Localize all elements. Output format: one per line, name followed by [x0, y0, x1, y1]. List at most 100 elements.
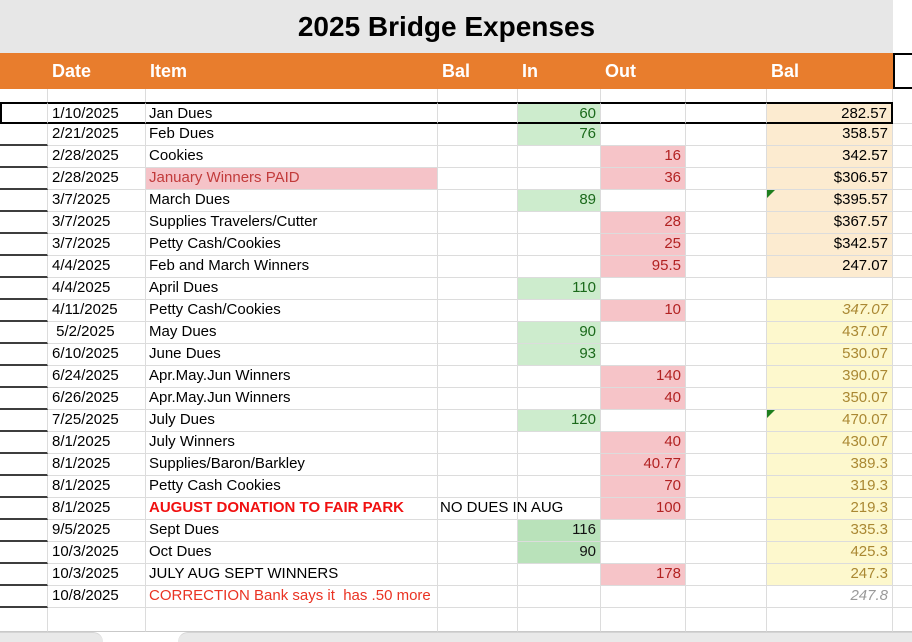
out-cell[interactable]	[601, 542, 686, 564]
spacer-cell[interactable]	[686, 212, 767, 234]
header-date[interactable]: Date	[48, 53, 146, 89]
spacer-cell[interactable]	[686, 322, 767, 344]
row-head-cell[interactable]	[0, 476, 48, 498]
date-cell[interactable]: 4/11/2025	[48, 300, 146, 322]
date-cell[interactable]: 8/1/2025	[48, 432, 146, 454]
date-cell[interactable]: 1/10/2025	[48, 102, 146, 124]
in-cell[interactable]	[518, 388, 601, 410]
item-cell[interactable]: June Dues	[146, 344, 438, 366]
edge-cell[interactable]	[893, 344, 912, 366]
out-cell[interactable]: 36	[601, 168, 686, 190]
item-cell[interactable]: January Winners PAID	[146, 168, 438, 190]
item-cell[interactable]: AUGUST DONATION TO FAIR PARK	[146, 498, 438, 520]
in-cell[interactable]: 90	[518, 322, 601, 344]
in-cell[interactable]	[518, 146, 601, 168]
item-cell[interactable]: Apr.May.Jun Winners	[146, 388, 438, 410]
sheet-tab-right[interactable]	[178, 632, 912, 642]
note-cell[interactable]	[438, 454, 518, 476]
balance-cell[interactable]: 219.3	[767, 498, 893, 520]
in-cell[interactable]	[518, 256, 601, 278]
spacer-cell[interactable]	[686, 564, 767, 586]
date-cell[interactable]: 3/7/2025	[48, 190, 146, 212]
header-spacer[interactable]	[0, 53, 48, 89]
date-cell[interactable]: 9/5/2025	[48, 520, 146, 542]
date-cell[interactable]: 8/1/2025	[48, 476, 146, 498]
row-head-cell[interactable]	[0, 278, 48, 300]
spacer-cell[interactable]	[686, 168, 767, 190]
out-cell[interactable]: 25	[601, 234, 686, 256]
spacer-cell[interactable]	[686, 586, 767, 608]
spacer-cell[interactable]	[686, 234, 767, 256]
in-cell[interactable]	[518, 454, 601, 476]
note-cell[interactable]	[438, 168, 518, 190]
balance-cell[interactable]: $306.57	[767, 168, 893, 190]
out-cell[interactable]: 100	[601, 498, 686, 520]
date-cell[interactable]: 10/3/2025	[48, 564, 146, 586]
row-head-cell[interactable]	[0, 520, 48, 542]
out-cell[interactable]: 28	[601, 212, 686, 234]
edge-cell[interactable]	[893, 124, 912, 146]
item-cell[interactable]: Feb Dues	[146, 124, 438, 146]
note-cell[interactable]	[438, 542, 518, 564]
balance-cell[interactable]: 282.57	[767, 102, 893, 124]
in-cell[interactable]	[518, 432, 601, 454]
edge-cell[interactable]	[893, 520, 912, 542]
spacer-cell[interactable]	[686, 498, 767, 520]
balance-cell[interactable]: 390.07	[767, 366, 893, 388]
out-cell[interactable]	[601, 520, 686, 542]
edge-cell[interactable]	[893, 190, 912, 212]
edge-cell[interactable]	[893, 146, 912, 168]
out-cell[interactable]	[601, 190, 686, 212]
note-cell[interactable]	[438, 586, 518, 608]
header-spacer-2[interactable]	[686, 53, 767, 89]
spacer-cell[interactable]	[686, 124, 767, 146]
note-cell[interactable]	[438, 322, 518, 344]
balance-cell[interactable]: 350.07	[767, 388, 893, 410]
balance-cell[interactable]: 358.57	[767, 124, 893, 146]
balance-cell[interactable]: 530.07	[767, 344, 893, 366]
edge-cell[interactable]	[893, 410, 912, 432]
spacer-cell[interactable]	[686, 344, 767, 366]
balance-cell[interactable]: $367.57	[767, 212, 893, 234]
balance-cell[interactable]: 319.3	[767, 476, 893, 498]
row-head-cell[interactable]	[0, 212, 48, 234]
note-cell[interactable]	[438, 388, 518, 410]
date-cell[interactable]: 7/25/2025	[48, 410, 146, 432]
row-head-cell[interactable]	[0, 498, 48, 520]
edge-cell[interactable]	[893, 278, 912, 300]
note-cell[interactable]	[438, 300, 518, 322]
spacer-cell[interactable]	[686, 366, 767, 388]
balance-cell[interactable]: $342.57	[767, 234, 893, 256]
note-cell[interactable]	[438, 366, 518, 388]
date-cell[interactable]: 3/7/2025	[48, 234, 146, 256]
header-out[interactable]: Out	[601, 53, 686, 89]
spacer-cell[interactable]	[686, 432, 767, 454]
spacer-cell[interactable]	[686, 300, 767, 322]
in-cell[interactable]	[518, 234, 601, 256]
edge-cell[interactable]	[893, 476, 912, 498]
item-cell[interactable]: May Dues	[146, 322, 438, 344]
date-cell[interactable]: 4/4/2025	[48, 278, 146, 300]
in-cell[interactable]: 93	[518, 344, 601, 366]
in-cell[interactable]: 116	[518, 520, 601, 542]
sheet-tab-left[interactable]	[0, 632, 103, 642]
header-in[interactable]: In	[518, 53, 601, 89]
page-title[interactable]: 2025 Bridge Expenses	[0, 0, 893, 53]
date-cell[interactable]: 6/26/2025	[48, 388, 146, 410]
balance-cell[interactable]: 247.3	[767, 564, 893, 586]
row-head-cell[interactable]	[0, 190, 48, 212]
item-cell[interactable]: March Dues	[146, 190, 438, 212]
out-cell[interactable]: 140	[601, 366, 686, 388]
note-cell[interactable]	[438, 432, 518, 454]
row-head-cell[interactable]	[0, 542, 48, 564]
item-cell[interactable]: Feb and March Winners	[146, 256, 438, 278]
item-cell[interactable]: Oct Dues	[146, 542, 438, 564]
out-cell[interactable]	[601, 586, 686, 608]
edge-cell[interactable]	[893, 300, 912, 322]
in-cell[interactable]: 90	[518, 542, 601, 564]
row-head-cell[interactable]	[0, 124, 48, 146]
in-cell[interactable]	[518, 366, 601, 388]
out-cell[interactable]	[601, 322, 686, 344]
date-cell[interactable]: 6/10/2025	[48, 344, 146, 366]
date-cell[interactable]: 2/28/2025	[48, 168, 146, 190]
